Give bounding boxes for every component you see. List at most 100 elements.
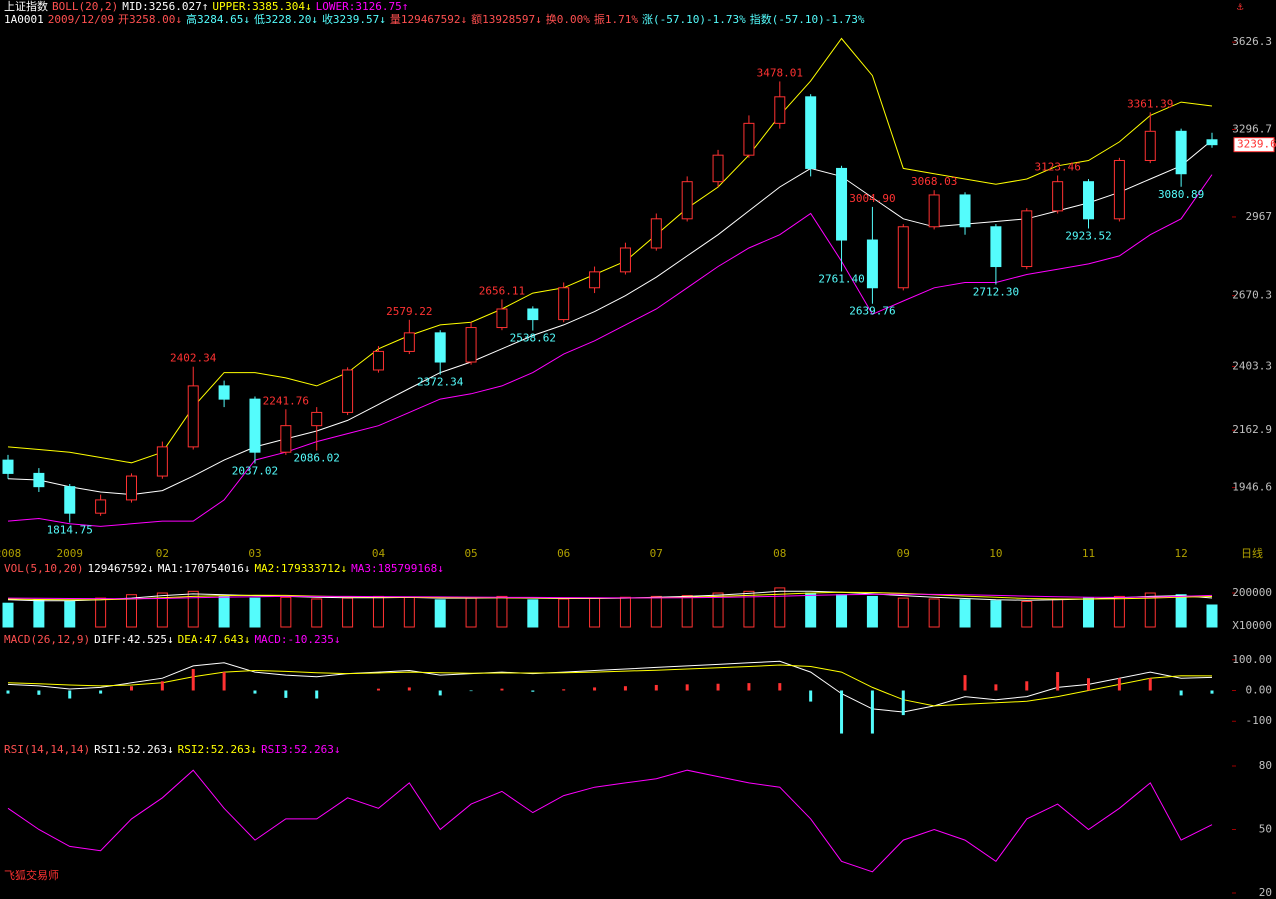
y-tick-label: 100.00 <box>1232 653 1272 666</box>
volume-bar <box>558 598 570 628</box>
quote-info: 额13928597↓ <box>471 13 542 26</box>
x-tick-label: 12 <box>1175 547 1188 560</box>
last-price-label: 3239.6 <box>1237 138 1276 151</box>
extreme-label: 3478.01 <box>757 66 803 79</box>
volume-bar <box>1113 595 1125 628</box>
candle-body <box>959 194 971 228</box>
quote-info: 振1.71% <box>594 12 638 26</box>
extreme-label: 2761.40 <box>818 272 864 285</box>
candle-body <box>558 287 570 321</box>
legend-entry: MID:3256.027↑ <box>122 0 208 13</box>
boll-line <box>7 139 1213 496</box>
y-tick-label: 20 <box>1259 886 1272 899</box>
legend-entry: LOWER:3126.75↑ <box>316 0 409 13</box>
volume-bar <box>280 596 292 628</box>
legend-entry: MA3:185799168↓ <box>351 562 444 575</box>
candle-body <box>403 332 415 352</box>
candle-body <box>1206 139 1218 146</box>
y-tick-label: 2162.9 <box>1232 423 1272 436</box>
legend-entry: 129467592↓ <box>87 562 153 575</box>
extreme-label: 2712.30 <box>973 286 1019 299</box>
candle-body <box>372 350 384 371</box>
candle-body <box>465 327 477 363</box>
volume-bar <box>187 590 199 628</box>
candle-body <box>2 459 14 474</box>
candle-body <box>650 218 662 249</box>
candle-body <box>712 154 724 183</box>
candle-body <box>589 271 601 289</box>
quote-info: 高3284.65↓ <box>186 12 250 26</box>
volume-bar <box>928 598 940 628</box>
candle-body <box>743 122 755 156</box>
quote-info: 量129467592↓ <box>390 13 467 26</box>
candle-body <box>95 499 107 514</box>
quote-info: 低3228.20↓ <box>254 13 318 26</box>
legend-entry: RSI3:52.263↓ <box>261 743 340 756</box>
legend-entry: MACD:-10.235↓ <box>254 633 340 646</box>
macd-line <box>7 660 1213 713</box>
rsi-line <box>7 769 1213 873</box>
x-tick-label: 08 <box>773 547 786 560</box>
panel-title: VOL(5,10,20) <box>4 562 83 575</box>
extreme-label: 2656.11 <box>479 284 525 297</box>
quote-info: 换0.00% <box>546 12 590 26</box>
volume-bar <box>311 598 323 628</box>
y-tick-label: 0.00 <box>1246 684 1273 697</box>
quote-info: 收3239.57↓ <box>322 12 386 26</box>
candle-body <box>496 308 508 329</box>
volume-bar <box>218 595 230 628</box>
candle-body <box>1052 181 1064 212</box>
legend-entry: MA2:179333712↓ <box>254 562 347 575</box>
volume-bar <box>619 596 631 628</box>
candle-body <box>280 425 292 453</box>
volume-bar <box>1175 594 1187 628</box>
candle-body <box>527 308 539 321</box>
extreme-label: 2037.02 <box>232 465 278 478</box>
volume-bar <box>1021 601 1033 628</box>
period-label: 日线 <box>1241 546 1263 560</box>
extreme-label: 3361.39 <box>1127 97 1173 110</box>
extreme-label: 2639.76 <box>849 305 895 318</box>
candle-body <box>311 411 323 427</box>
quote-info: 涨(-57.10)-1.73% <box>642 13 746 26</box>
y-tick-label: 2403.3 <box>1232 359 1272 372</box>
volume-bar <box>95 597 107 628</box>
candle-body <box>1021 210 1033 268</box>
candle-body <box>33 472 45 488</box>
extreme-label: 2372.34 <box>417 376 464 389</box>
y-tick-label: 200000 <box>1232 586 1272 599</box>
quote-info: 指数(-57.10)-1.73% <box>750 12 865 26</box>
candle-body <box>434 332 446 363</box>
y-tick-label: -100 <box>1246 714 1273 727</box>
volume-bar <box>125 594 137 628</box>
y-tick-label: 2670.3 <box>1232 289 1272 302</box>
y-tick-label: 80 <box>1259 759 1272 772</box>
menu-icon[interactable]: ⚓ <box>1236 0 1244 13</box>
volume-bar <box>434 599 446 628</box>
volume-bar <box>897 597 909 628</box>
quote-info: 开3258.00↓ <box>118 13 182 26</box>
candle-body <box>1175 130 1187 175</box>
x-tick-label: 07 <box>650 547 663 560</box>
volume-bar <box>1052 598 1064 628</box>
volume-bar <box>1206 604 1218 628</box>
x-tick-label: 05 <box>464 547 477 560</box>
legend-entry: UPPER:3385.304↓ <box>212 0 311 13</box>
x-tick-label: 10 <box>989 547 1002 560</box>
volume-bar <box>774 587 786 628</box>
panel-title: RSI(14,14,14) <box>4 743 90 756</box>
y-tick-label: 3626.3 <box>1232 35 1272 48</box>
extreme-label: 3004.90 <box>849 192 895 205</box>
volume-bar <box>805 592 817 628</box>
unit-label: X10000 <box>1232 619 1272 632</box>
extreme-label: 3068.03 <box>911 175 957 188</box>
volume-bar <box>1083 597 1095 628</box>
y-tick-label: 2967 <box>1246 210 1273 223</box>
extreme-label: 3080.89 <box>1158 188 1204 201</box>
candle-body <box>187 385 199 448</box>
volume-bar <box>589 597 601 628</box>
volume-bar <box>342 597 354 628</box>
candle-body <box>805 96 817 169</box>
volume-bar <box>33 599 45 628</box>
panel-title: MACD(26,12,9) <box>4 633 90 646</box>
